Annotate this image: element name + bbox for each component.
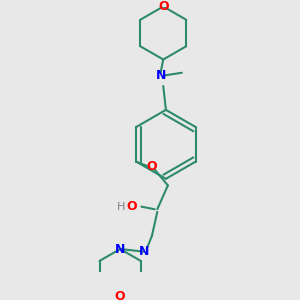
Text: O: O xyxy=(158,0,169,13)
Text: O: O xyxy=(115,290,125,300)
Text: H: H xyxy=(117,202,126,212)
Text: N: N xyxy=(139,245,149,258)
Text: O: O xyxy=(147,160,157,173)
Text: N: N xyxy=(155,69,166,82)
Text: O: O xyxy=(127,200,137,213)
Text: N: N xyxy=(115,242,125,256)
